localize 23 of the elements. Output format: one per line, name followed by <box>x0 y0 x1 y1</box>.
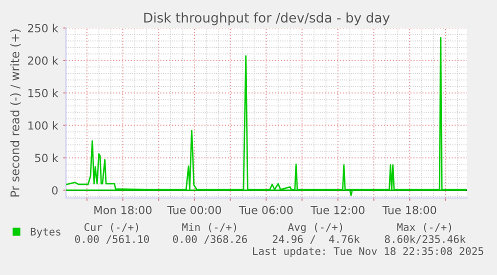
x-tick-label: Tue 18:00 <box>382 206 436 214</box>
x-tick-label: Tue 06:00 <box>238 206 293 214</box>
y-tick-label: 250 k <box>28 24 58 32</box>
y-tick-label: 50 k <box>35 154 58 162</box>
text: Cur (-/+) <box>84 223 138 232</box>
y-axis-title: Pr second read (-) / write (+) <box>10 29 21 196</box>
y-tick-label: 200 k <box>28 56 58 65</box>
text: 8.60k/235.46k <box>384 234 466 244</box>
text: 0.00 /368.26 <box>173 235 247 244</box>
x-tick-label: Tue 12:00 <box>310 206 364 214</box>
x-tick-label: Tue 00:00 <box>167 206 222 214</box>
y-tick-label: 0 <box>52 186 58 195</box>
x-tick-label: Mon 18:00 <box>94 206 152 214</box>
legend-label: Bytes <box>30 228 60 238</box>
text: Max (-/+) <box>397 223 452 232</box>
text: Avg (-/+) <box>288 222 342 234</box>
y-tick-label: 150 k <box>28 88 58 98</box>
y-tick-label: 100 k <box>28 121 58 130</box>
text: Min (-/+) <box>182 222 236 232</box>
text: 24.96 / 4.76k <box>272 234 360 244</box>
text: 0.00 /561.10 <box>75 235 149 244</box>
chart-title: Disk throughput for /dev/sda - by day <box>144 12 390 26</box>
text: Last update: Tue Nov 18 22:35:08 2025 <box>253 246 484 258</box>
